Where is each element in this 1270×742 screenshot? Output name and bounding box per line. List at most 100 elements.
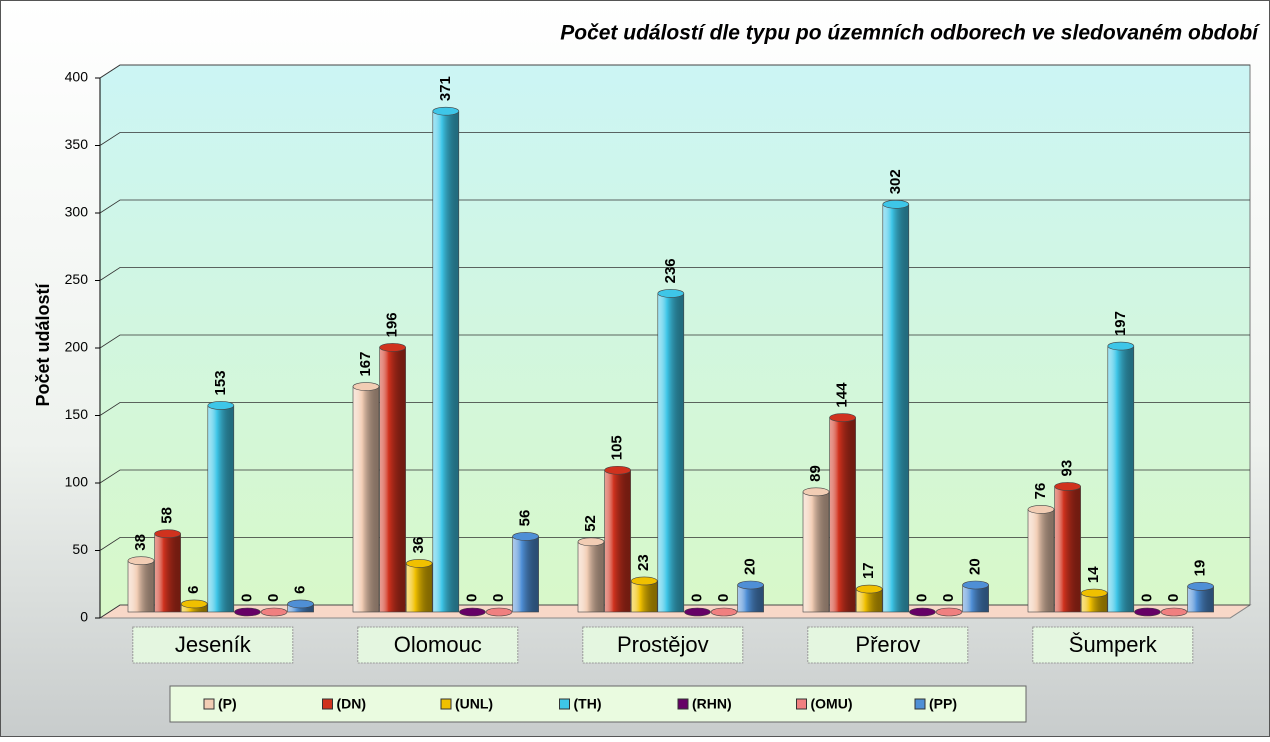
value-label: 153 xyxy=(212,370,229,395)
bar-top xyxy=(180,599,208,609)
bar xyxy=(352,386,380,613)
bar xyxy=(1027,509,1055,613)
y-tick-label: 150 xyxy=(65,406,89,422)
bar-top xyxy=(379,343,406,352)
category-box xyxy=(582,626,744,664)
bar xyxy=(829,417,856,613)
value-label: 38 xyxy=(132,534,149,551)
bar-top xyxy=(485,607,513,617)
grid-line xyxy=(99,199,1250,214)
bar-top xyxy=(829,413,856,422)
y-tick-label: 250 xyxy=(65,271,89,287)
legend-swatch xyxy=(677,698,689,710)
y-tick-label: 400 xyxy=(65,69,89,85)
value-label: 0 xyxy=(463,594,480,602)
bar xyxy=(512,536,539,613)
bar-top xyxy=(432,106,460,116)
bar-top xyxy=(909,607,936,617)
legend-swatch xyxy=(796,698,807,710)
bar xyxy=(405,563,433,613)
value-label: 17 xyxy=(860,562,877,579)
value-label: 0 xyxy=(715,594,732,602)
bar-top xyxy=(737,580,764,590)
value-label: 0 xyxy=(490,594,507,602)
legend-label: (OMU) xyxy=(811,696,853,712)
value-label: 0 xyxy=(913,594,930,602)
y-tick-label: 200 xyxy=(65,339,89,355)
bar xyxy=(577,541,605,613)
value-label: 6 xyxy=(185,586,202,594)
bar-top xyxy=(962,580,989,590)
bar xyxy=(379,347,406,613)
x-tick-label: Jeseník xyxy=(175,632,252,657)
value-label: 0 xyxy=(688,594,705,602)
bar xyxy=(1054,486,1081,613)
legend-label: (PP) xyxy=(929,696,957,712)
value-label: 371 xyxy=(437,76,454,101)
bar-top xyxy=(630,576,658,586)
value-label: 0 xyxy=(940,594,957,602)
value-label: 6 xyxy=(292,586,309,594)
legend-label: (TH) xyxy=(574,696,602,712)
value-label: 36 xyxy=(410,537,427,554)
value-label: 167 xyxy=(357,352,374,377)
bar-top xyxy=(1160,607,1188,617)
bar-top xyxy=(512,532,539,541)
bar-top xyxy=(855,584,883,594)
chart-title: Počet událostí dle typu po územních odbo… xyxy=(560,22,1261,45)
value-label: 23 xyxy=(635,554,652,571)
bar xyxy=(657,293,685,613)
grid-line xyxy=(99,64,1250,79)
bar-top xyxy=(207,401,235,410)
bar xyxy=(630,580,658,613)
legend-swatch xyxy=(559,698,570,710)
bar-top xyxy=(684,607,711,617)
legend xyxy=(169,685,1027,723)
bar-top xyxy=(1134,607,1161,617)
grid-line xyxy=(99,267,1250,281)
value-label: 93 xyxy=(1059,460,1076,477)
value-label: 105 xyxy=(609,435,626,460)
bar xyxy=(882,204,910,613)
value-label: 0 xyxy=(238,594,255,602)
category-box xyxy=(807,626,969,664)
legend-swatch xyxy=(914,698,926,710)
value-label: 0 xyxy=(1138,594,1155,602)
bar xyxy=(154,533,181,613)
bar xyxy=(802,491,830,613)
y-tick-label: 100 xyxy=(65,474,89,490)
grid-line xyxy=(99,537,1250,551)
bar-top xyxy=(234,607,261,617)
legend-label: (P) xyxy=(218,696,237,712)
value-label: 0 xyxy=(265,594,282,602)
value-label: 56 xyxy=(517,510,534,527)
value-label: 14 xyxy=(1085,566,1102,583)
bar-top xyxy=(352,382,380,391)
y-tick-label: 0 xyxy=(80,609,88,625)
bar-top xyxy=(154,529,181,539)
legend-swatch xyxy=(203,698,215,710)
value-label: 144 xyxy=(834,382,851,408)
bar-top xyxy=(1107,341,1135,351)
bar-top xyxy=(287,599,314,609)
value-label: 58 xyxy=(159,507,176,524)
bar-top xyxy=(657,289,685,298)
bar-top xyxy=(1054,482,1081,491)
grid-line xyxy=(99,402,1250,416)
bar xyxy=(604,469,631,613)
value-label: 0 xyxy=(1165,594,1182,602)
bar xyxy=(127,560,155,613)
legend-label: (DN) xyxy=(337,696,367,712)
legend-swatch xyxy=(440,698,452,710)
value-label: 20 xyxy=(742,558,759,575)
legend-label: (UNL) xyxy=(455,696,493,712)
bar-top xyxy=(1187,582,1214,591)
legend-label: (RHN) xyxy=(692,696,732,712)
bar-top xyxy=(802,487,830,497)
grid-line xyxy=(99,334,1250,349)
y-tick-label: 350 xyxy=(65,136,89,152)
value-label: 302 xyxy=(887,169,904,194)
bar-top xyxy=(459,607,486,617)
grid-line xyxy=(99,469,1250,484)
bar xyxy=(432,110,460,613)
